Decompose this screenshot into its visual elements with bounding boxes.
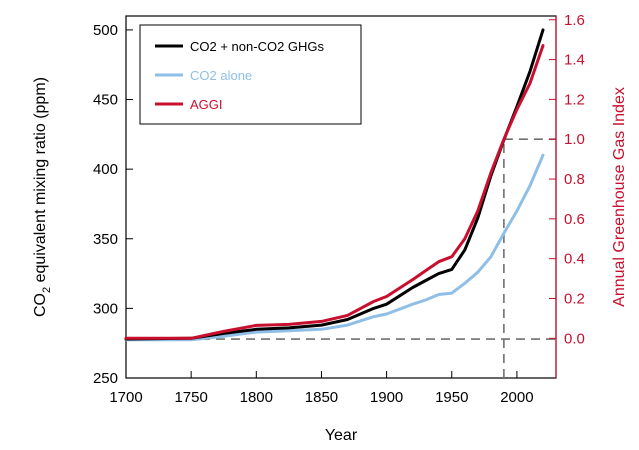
y-left-tick-label: 250: [93, 370, 118, 387]
y-left-tick-label: 300: [93, 300, 118, 317]
y-left-axis-title: CO2 equivalent mixing ratio (ppm): [32, 77, 53, 317]
reference-lines: [126, 138, 556, 378]
y-right-tick-label: 1.4: [564, 52, 585, 69]
y-right-tick-label: 1.0: [564, 131, 585, 148]
y-right-tick-label: 0.0: [564, 330, 585, 347]
y-right-tick-label: 0.8: [564, 171, 585, 188]
y-left-axis-title-main: CO: [32, 293, 49, 317]
x-tick-label: 1900: [370, 389, 403, 406]
series-lines: [124, 28, 545, 342]
y-right-axis: 0.0 0.2 0.4 0.6 0.8 1.0 1.2 1.4 1.6: [549, 12, 585, 378]
legend-label-total: CO2 + non-CO2 GHGs: [190, 39, 325, 54]
legend: CO2 + non-CO2 GHGs CO2 alone AGGI: [139, 24, 362, 125]
co2-alone-line: [124, 153, 545, 342]
y-left-tick-label: 350: [93, 231, 118, 248]
x-tick-label: 1800: [240, 389, 273, 406]
x-tick-label: 1700: [109, 389, 142, 406]
y-right-tick-label: 1.2: [564, 91, 585, 108]
x-tick-label: 1950: [435, 389, 468, 406]
y-right-tick-label: 0.2: [564, 290, 585, 307]
x-axis-title: Year: [325, 427, 358, 444]
x-tick-label: 1750: [174, 389, 207, 406]
y-right-tick-label: 0.6: [564, 211, 585, 228]
x-axis: 1700 1750 1800 1850 1900 1950 2000: [109, 371, 534, 406]
x-tick-label: 2000: [500, 389, 533, 406]
y-left-axis-title-rest: equivalent mixing ratio (ppm): [32, 77, 49, 287]
y-left-tick-label: 450: [93, 92, 118, 109]
x-tick-label: 1850: [305, 389, 338, 406]
legend-label-aggi: AGGI: [190, 97, 223, 112]
y-left-tick-label: 400: [93, 161, 118, 178]
y-left-tick-label: 500: [93, 22, 118, 39]
y-right-tick-label: 0.4: [564, 251, 585, 268]
y-left-axis-title-subscript: 2: [41, 287, 53, 293]
legend-label-co2: CO2 alone: [190, 68, 252, 83]
y-left-axis: 250 300 350 400 450 500: [93, 22, 133, 387]
aggi-line: [124, 44, 545, 340]
y-right-tick-label: 1.6: [564, 12, 585, 29]
y-right-axis-title: Annual Greenhouse Gas Index: [611, 87, 628, 307]
